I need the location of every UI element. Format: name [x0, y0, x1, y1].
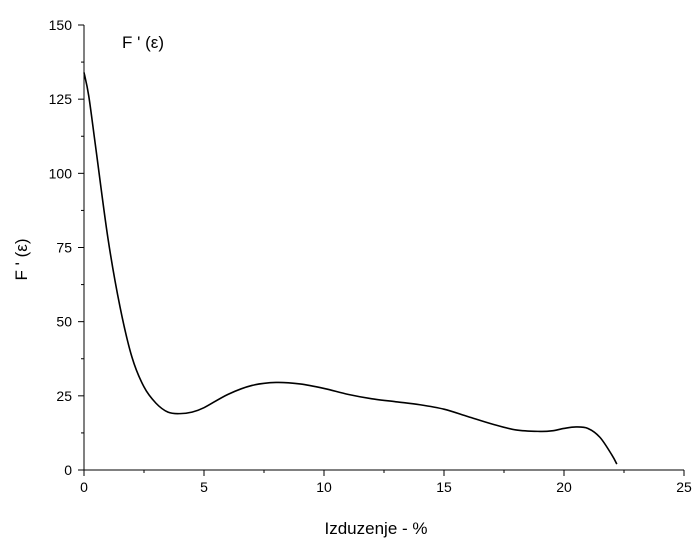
y-axis-title: F ' (ε) [12, 239, 31, 281]
y-tick-label: 75 [56, 240, 72, 256]
plot-frame [83, 25, 684, 471]
x-tick-label: 0 [80, 479, 88, 495]
series-line [83, 72, 618, 465]
x-tick-label: 15 [436, 479, 452, 495]
y-tick-label: 50 [56, 314, 72, 330]
y-tick-label: 150 [49, 17, 73, 33]
y-tick-label: 25 [56, 388, 72, 404]
y-tick-label: 125 [49, 91, 73, 107]
x-axis-title: Izduzenje - % [325, 519, 428, 538]
chart-annotation: F ' (ε) [122, 33, 164, 52]
x-tick-label: 5 [200, 479, 208, 495]
x-tick-label: 20 [556, 479, 572, 495]
x-tick-label: 10 [316, 479, 332, 495]
y-axis-ticks: 0 25 50 75 100 125 150 [49, 17, 84, 478]
y-tick-label: 0 [64, 462, 72, 478]
x-axis-ticks: 0 5 10 15 20 25 [80, 470, 692, 495]
y-tick-label: 100 [49, 165, 73, 181]
x-tick-label: 25 [676, 479, 692, 495]
